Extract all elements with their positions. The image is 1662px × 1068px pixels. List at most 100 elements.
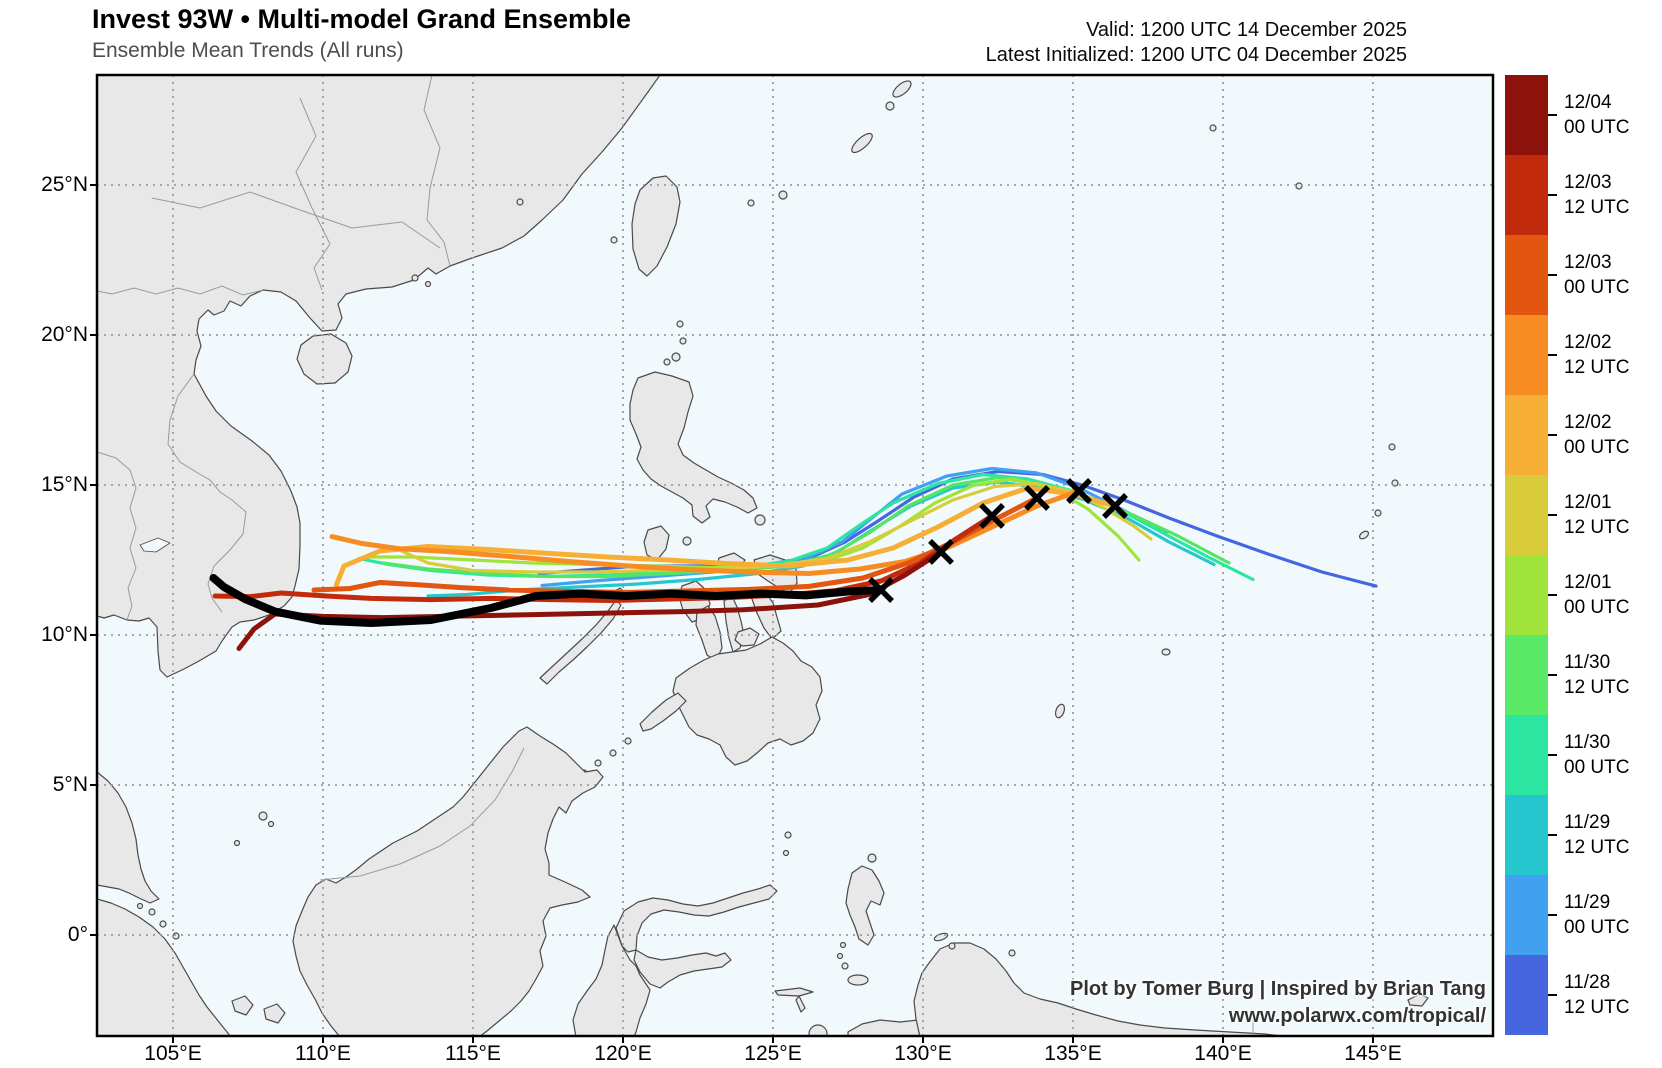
landmass-palau — [1054, 703, 1066, 719]
page-title: Invest 93W • Multi-model Grand Ensemble — [92, 4, 632, 34]
landmass-mindanao — [672, 636, 823, 766]
lon-tick — [472, 1036, 474, 1043]
lon-tick-label: 140°E — [1194, 1042, 1252, 1065]
lon-tick-label: 115°E — [445, 1042, 501, 1065]
colorbar-label: 12/03 12 UTC — [1564, 172, 1630, 218]
colorbar-tick — [1548, 754, 1557, 756]
track-markers — [868, 478, 1128, 603]
lat-tick — [90, 484, 97, 486]
colorbar-tick — [1548, 834, 1557, 836]
colorbar-segment-11-30 — [1505, 715, 1548, 795]
lon-tick — [622, 1036, 624, 1043]
track-12-04-12-utc-latest,-mean- — [209, 574, 885, 627]
x-marker — [1024, 484, 1050, 511]
landmass-malay-peninsula — [97, 771, 160, 904]
lon-tick — [1222, 1036, 1224, 1043]
lon-tick — [772, 1036, 774, 1043]
landmass-asia-mainland — [97, 75, 661, 678]
lon-tick — [172, 1036, 174, 1043]
lat-tick — [90, 184, 97, 186]
map-land — [97, 75, 1429, 1036]
lon-tick-label: 125°E — [744, 1042, 802, 1065]
landmass-halmahera — [845, 865, 885, 946]
colorbar-segment-12-03 — [1505, 235, 1548, 315]
ensemble-tracks — [209, 466, 1378, 651]
lon-tick — [1072, 1036, 1074, 1043]
colorbar-tick — [1548, 434, 1557, 436]
colorbar-tick — [1548, 354, 1557, 356]
landmass-okinawa — [851, 132, 873, 154]
lon-tick-label: 135°E — [1044, 1042, 1102, 1065]
lat-tick-label: 15°N — [41, 473, 88, 496]
lon-tick-label: 120°E — [594, 1042, 652, 1065]
colorbar-segment-11-28 — [1505, 955, 1548, 1035]
lat-tick — [90, 784, 97, 786]
lat-tick — [90, 634, 97, 636]
colorbar-tick — [1548, 194, 1557, 196]
lon-tick — [922, 1036, 924, 1043]
country-borders — [97, 75, 1254, 1036]
lat-tick-label: 25°N — [41, 173, 88, 196]
lon-tick-label: 130°E — [894, 1042, 952, 1065]
landmass-sumatra — [97, 898, 231, 1036]
landmass-luzon — [629, 371, 758, 524]
colorbar-segment-11-30 — [1505, 635, 1548, 715]
lat-tick-label: 20°N — [41, 323, 88, 346]
colorbar-segment-12-03 — [1505, 155, 1548, 235]
attribution-url: www.polarwx.com/tropical/ — [1228, 1005, 1486, 1027]
lake-tonle-sap — [139, 537, 171, 553]
colorbar-label: 11/30 12 UTC — [1564, 652, 1630, 698]
lon-tick-label: 110°E — [295, 1042, 351, 1065]
lat-tick-label: 0° — [67, 923, 88, 946]
colorbar-tick — [1548, 514, 1557, 516]
map-border — [95, 73, 1495, 1038]
x-marker — [928, 538, 954, 565]
colorbar-tick — [1548, 594, 1557, 596]
colorbar-label: 11/29 12 UTC — [1564, 812, 1630, 858]
colorbar-segment-12-04 — [1505, 75, 1548, 155]
lat-tick-label: 10°N — [41, 623, 88, 646]
colorbar-label: 11/28 12 UTC — [1564, 972, 1630, 1018]
colorbar-label: 12/02 00 UTC — [1564, 412, 1630, 458]
landmass-new-guinea — [913, 942, 1287, 1036]
x-marker — [1102, 493, 1128, 519]
valid-time: Valid: 1200 UTC 14 December 2025 — [1086, 19, 1407, 41]
colorbar-label: 11/29 00 UTC — [1564, 892, 1630, 938]
landmass-taiwan — [631, 175, 681, 277]
landmass-borneo — [292, 726, 604, 1036]
x-marker — [1066, 478, 1092, 504]
lat-tick — [90, 934, 97, 936]
init-time: Latest Initialized: 1200 UTC 04 December… — [985, 44, 1407, 66]
lon-tick-label: 105°E — [144, 1042, 202, 1065]
landmass-hainan — [296, 333, 353, 385]
track-12-03-12-utc — [212, 513, 995, 603]
colorbar-segment-11-29 — [1505, 795, 1548, 875]
landmass-mindoro — [643, 525, 670, 561]
colorbar-label: 12/01 00 UTC — [1564, 572, 1630, 618]
colorbar-tick — [1548, 994, 1557, 996]
page-subtitle: Ensemble Mean Trends (All runs) — [92, 39, 404, 62]
colorbar-label: 11/30 00 UTC — [1564, 732, 1630, 778]
attribution-credit: Plot by Tomer Burg | Inspired by Brian T… — [1069, 978, 1486, 1000]
gridlines — [97, 75, 1493, 1036]
lon-tick — [322, 1036, 324, 1043]
colorbar-label: 12/02 12 UTC — [1564, 332, 1630, 378]
x-marker — [868, 577, 894, 603]
attribution: Plot by Tomer Burg | Inspired by Brian T… — [1070, 976, 1486, 1030]
x-marker — [979, 502, 1005, 529]
landmass-amami — [892, 80, 912, 98]
colorbar-label: 12/04 00 UTC — [1564, 92, 1630, 138]
init-time-colorbar — [1505, 75, 1548, 1035]
colorbar-segment-12-01 — [1505, 475, 1548, 555]
lat-tick-label: 5°N — [52, 773, 88, 796]
colorbar-segment-12-02 — [1505, 395, 1548, 475]
colorbar-label: 12/01 12 UTC — [1564, 492, 1630, 538]
colorbar-label: 12/03 00 UTC — [1564, 252, 1630, 298]
lon-tick-label: 145°E — [1344, 1042, 1402, 1065]
landmass-bohol — [734, 627, 760, 647]
colorbar-segment-12-01 — [1505, 555, 1548, 635]
track-12-02-12-utc — [329, 488, 1082, 576]
landmass-palawan — [539, 599, 622, 685]
